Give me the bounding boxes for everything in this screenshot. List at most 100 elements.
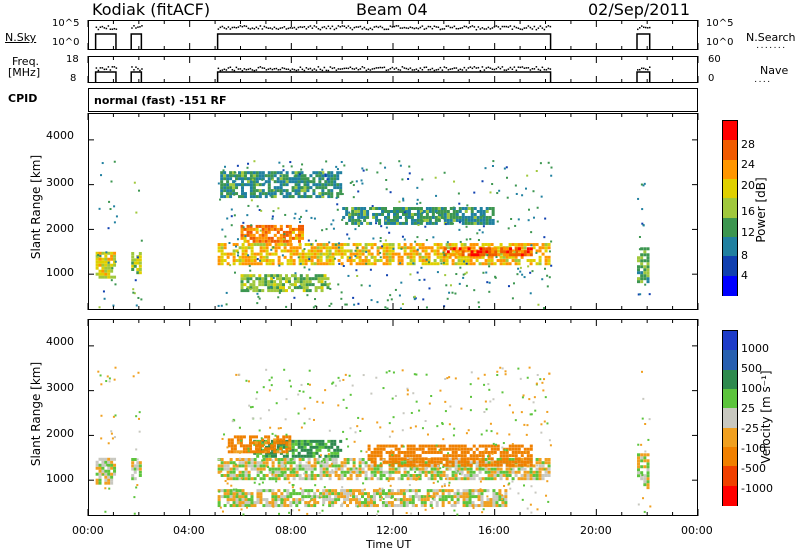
velocity-cell <box>406 463 410 467</box>
velocity-cell <box>456 501 460 505</box>
velocity-cell <box>104 469 108 473</box>
velocity-cell <box>385 444 389 448</box>
velocity-noise <box>361 417 364 420</box>
velocity-cell <box>138 467 142 471</box>
power-cell <box>464 207 468 211</box>
nsky-dot <box>251 27 254 29</box>
power-cell <box>131 251 135 255</box>
velocity-cell <box>643 480 647 484</box>
velocity-noise <box>277 427 280 430</box>
velocity-noise <box>418 475 421 478</box>
power-cell <box>247 246 251 250</box>
power-cell <box>488 215 492 219</box>
velocity-cell <box>379 447 383 451</box>
power-cell <box>279 286 283 290</box>
power-noise <box>444 274 447 277</box>
velocity-cell <box>343 489 347 493</box>
velocity-noise <box>349 393 352 396</box>
power-cell <box>505 259 509 263</box>
power-cell <box>330 171 334 175</box>
velocity-cell <box>376 444 380 448</box>
power-cell <box>410 221 414 225</box>
nsky-dot <box>307 26 310 28</box>
velocity-cell <box>232 467 236 471</box>
velocity-noise <box>466 467 469 470</box>
velocity-cell <box>244 498 248 502</box>
power-noise <box>113 160 116 163</box>
power-cell <box>261 183 265 187</box>
power-cell <box>270 239 274 243</box>
velocity-cell <box>457 467 461 471</box>
velocity-cell <box>409 450 413 454</box>
power-noise <box>399 164 402 167</box>
velocity-cell <box>429 489 433 493</box>
power-cell <box>249 236 253 240</box>
velocity-cell <box>474 489 478 493</box>
power-cell <box>384 209 388 213</box>
velocity-noise <box>533 396 536 399</box>
velocity-cell <box>316 495 320 499</box>
power-noise <box>495 256 498 259</box>
velocity-cell <box>436 460 440 464</box>
power-cell <box>276 236 280 240</box>
power-cell <box>261 233 265 237</box>
velocity-noise <box>300 383 303 386</box>
velocity-cell <box>370 470 374 474</box>
power-noise <box>503 167 506 170</box>
nsky-dot <box>231 26 234 29</box>
freq-dot <box>247 68 250 71</box>
velocity-noise <box>641 474 644 477</box>
power-noise <box>332 219 335 222</box>
power-cell <box>529 259 533 263</box>
velocity-cell <box>248 444 252 448</box>
velocity-cell <box>274 470 278 474</box>
freq-dot <box>503 69 506 71</box>
velocity-cell <box>295 492 299 496</box>
power-noise <box>637 293 640 296</box>
velocity-cell <box>271 464 275 468</box>
power-cell <box>327 171 331 175</box>
power-cell <box>307 249 311 253</box>
velocity-cell <box>312 454 316 458</box>
velocity-noise <box>292 484 295 487</box>
power-cell <box>261 171 265 175</box>
power-cell <box>241 252 245 256</box>
power-noise <box>341 193 344 196</box>
freq-dot <box>501 66 504 68</box>
power-cell <box>470 207 474 211</box>
velocity-cell <box>364 464 368 468</box>
velocity-cell <box>104 463 108 467</box>
velocity-cell <box>337 495 341 499</box>
power-noise <box>251 178 254 181</box>
power-cell <box>508 255 512 259</box>
velocity-cell <box>511 460 515 464</box>
power-noise <box>298 217 301 220</box>
velocity-noise <box>303 422 306 425</box>
power-cell <box>243 174 247 178</box>
velocity-cell <box>283 470 287 474</box>
power-cell <box>378 218 382 222</box>
power-cell <box>466 259 470 263</box>
power-cell <box>314 274 318 278</box>
velocity-cell <box>238 464 242 468</box>
velocity-cell <box>313 477 317 481</box>
velocity-cell <box>520 477 524 481</box>
nsky-strip <box>87 20 699 50</box>
power-cell <box>223 189 227 193</box>
power-cell <box>470 218 474 222</box>
power-noise <box>335 165 338 168</box>
power-cell <box>131 255 135 259</box>
velocity-cell <box>433 473 437 477</box>
velocity-noise <box>247 447 250 450</box>
power-noise <box>510 217 513 220</box>
nsky-dot <box>527 25 530 27</box>
power-cell <box>345 209 349 213</box>
velocity-cell <box>520 454 524 458</box>
velocity-cell <box>432 498 436 502</box>
freq-dot <box>641 67 643 70</box>
power-cell <box>299 286 303 290</box>
power-noise <box>527 208 530 211</box>
velocity-cell <box>429 495 433 499</box>
velocity-cell <box>379 454 383 458</box>
power-noise <box>536 206 539 209</box>
